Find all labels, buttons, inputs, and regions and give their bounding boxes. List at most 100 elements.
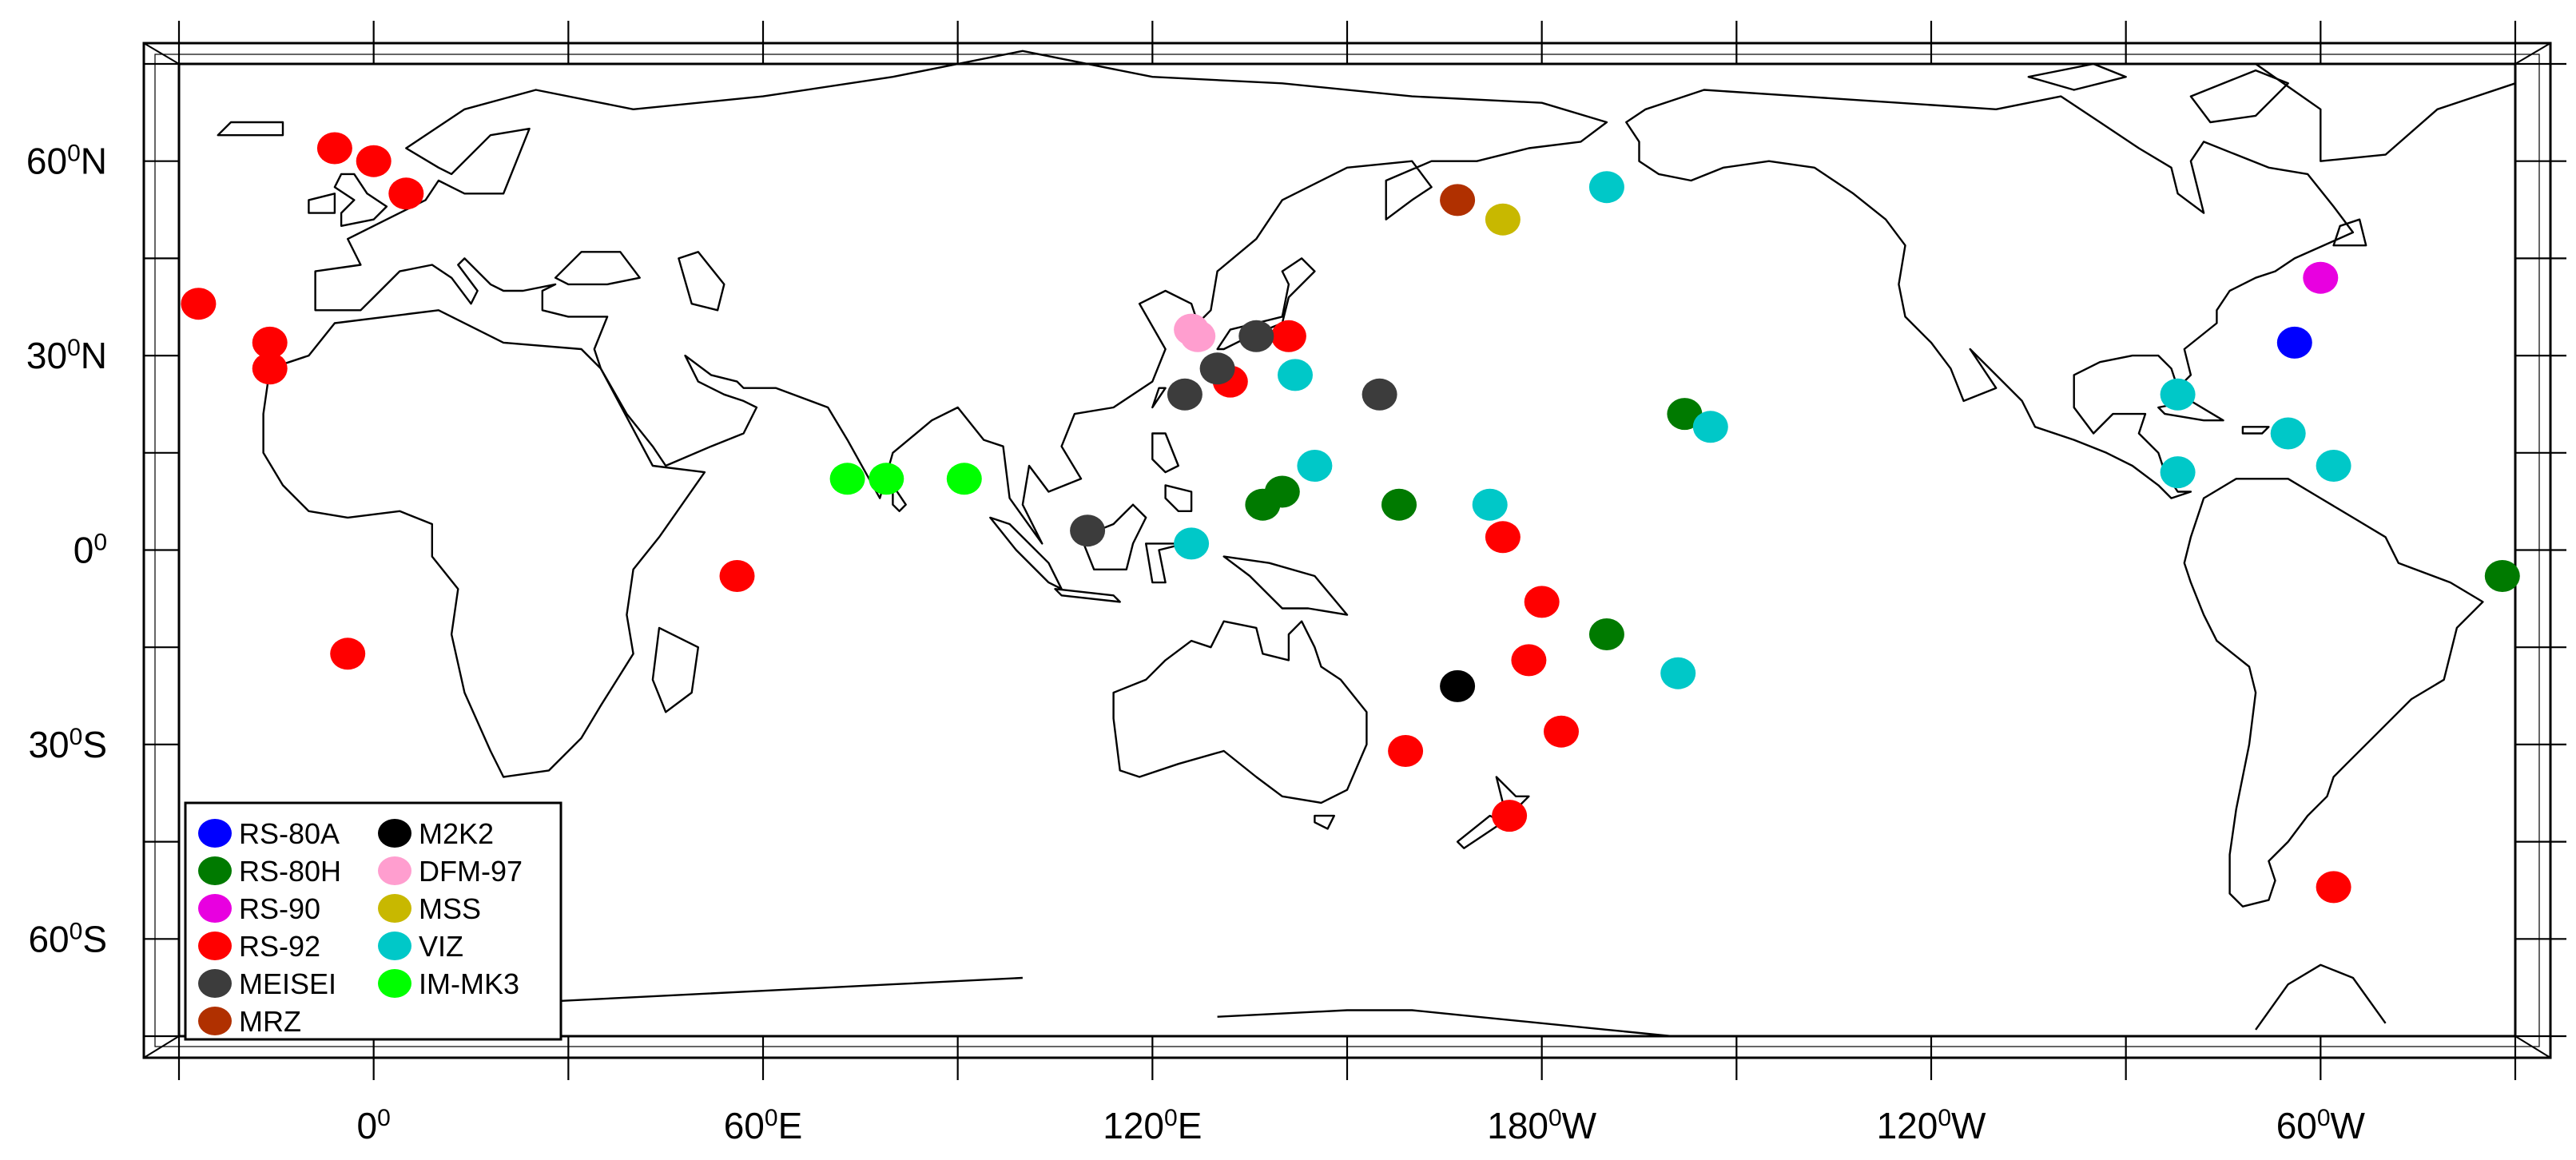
legend: RS-80A RS-80H RS-90 RS-92 MEISEI MRZ M2K2 DFM-9… bbox=[184, 801, 563, 1041]
longitude-tick-labels: 00 600E 1200E 1800W 1200W 600W bbox=[357, 1105, 2366, 1146]
station-marker-viz bbox=[1278, 359, 1313, 391]
station-marker-viz bbox=[1297, 450, 1333, 482]
longitude-tick-label: 1200W bbox=[1877, 1105, 1986, 1146]
legend-swatch-dfm-97 bbox=[378, 856, 411, 885]
station-marker-rs-92 bbox=[1511, 644, 1547, 677]
station-marker-viz bbox=[2316, 450, 2351, 482]
coastline-shape bbox=[2027, 62, 2127, 91]
coastline-shape bbox=[2241, 426, 2270, 435]
legend-swatch-im-mk3 bbox=[378, 969, 411, 998]
station-marker-rs-80h bbox=[1264, 475, 1300, 508]
station-marker-im-mk3 bbox=[946, 463, 982, 495]
longitude-tick-label: 1800W bbox=[1487, 1105, 1596, 1146]
legend-swatch-viz bbox=[378, 932, 411, 960]
legend-label-mrz: MRZ bbox=[239, 1005, 301, 1038]
station-marker-viz bbox=[1472, 488, 1508, 521]
coastline-shape bbox=[1217, 1009, 1672, 1038]
coastline-shape bbox=[1151, 432, 1179, 474]
coastline-shape bbox=[1151, 387, 1167, 409]
station-marker-viz bbox=[1588, 171, 1624, 204]
station-marker-meisei bbox=[1362, 378, 1397, 411]
longitude-tick-label: 600W bbox=[2276, 1105, 2366, 1146]
station-marker-viz bbox=[2160, 456, 2196, 489]
longitude-tick-label: 00 bbox=[357, 1105, 391, 1146]
station-marker-rs-92 bbox=[316, 132, 352, 165]
station-marker-meisei bbox=[1167, 378, 1203, 411]
coastlines bbox=[217, 50, 2517, 1038]
coastline-shape bbox=[217, 121, 284, 137]
coastline-shape bbox=[1164, 484, 1193, 512]
legend-swatch-mss bbox=[378, 894, 411, 923]
station-marker-rs-92 bbox=[330, 638, 366, 670]
station-marker-rs-92 bbox=[1492, 800, 1528, 832]
coastline-shape bbox=[2255, 963, 2387, 1031]
station-marker-rs-92 bbox=[356, 145, 392, 177]
station-marker-rs-80h bbox=[1381, 488, 1417, 521]
coastline-shape bbox=[2183, 478, 2484, 908]
station-marker-rs-92 bbox=[1544, 715, 1579, 748]
coastline-shape bbox=[1625, 89, 2355, 499]
station-markers bbox=[181, 132, 2520, 904]
legend-swatch-mrz bbox=[198, 1007, 232, 1035]
coastline-shape bbox=[308, 193, 336, 214]
legend-swatch-meisei bbox=[198, 969, 232, 998]
legend-label-rs-92: RS-92 bbox=[239, 930, 320, 963]
legend-swatch-m2k2 bbox=[378, 819, 411, 848]
legend-swatch-rs-92 bbox=[198, 932, 232, 960]
coastline-shape bbox=[314, 50, 1608, 545]
coastline-shape bbox=[2254, 62, 2517, 162]
coastline-shape bbox=[333, 173, 388, 227]
coastline-shape bbox=[1079, 503, 1147, 570]
station-marker-viz bbox=[2270, 417, 2306, 450]
legend-label-rs-80a: RS-80A bbox=[239, 817, 340, 850]
station-marker-rs-92 bbox=[252, 352, 288, 385]
coastline-shape bbox=[2189, 69, 2289, 124]
legend-label-m2k2: M2K2 bbox=[419, 817, 494, 850]
coastline-shape bbox=[1314, 814, 1335, 830]
coastline-shape bbox=[892, 484, 907, 512]
station-marker-rs-80h bbox=[1667, 398, 1703, 431]
latitude-tick-label: 600S bbox=[28, 918, 107, 959]
coastline-shape bbox=[262, 309, 706, 778]
legend-swatch-rs-80h bbox=[198, 856, 232, 885]
coastline-shape bbox=[651, 626, 699, 713]
station-marker-dfm-97 bbox=[1180, 320, 1216, 352]
latitude-tick-label: 00 bbox=[74, 530, 107, 571]
station-marker-m2k2 bbox=[1440, 669, 1476, 702]
longitude-tick-label: 1200E bbox=[1103, 1105, 1202, 1146]
station-marker-rs-92 bbox=[719, 560, 755, 592]
station-marker-viz bbox=[1174, 527, 1210, 560]
station-marker-rs-92 bbox=[2316, 871, 2351, 904]
latitude-tick-label: 600N bbox=[26, 141, 107, 182]
station-marker-rs-92 bbox=[1270, 320, 1306, 352]
station-marker-viz bbox=[2160, 378, 2196, 411]
station-marker-meisei bbox=[1070, 514, 1106, 547]
station-marker-rs-80h bbox=[1588, 618, 1624, 650]
coastline-shape bbox=[678, 251, 725, 312]
coastline-shape bbox=[554, 251, 641, 286]
legend-label-viz: VIZ bbox=[419, 930, 463, 963]
legend-label-rs-90: RS-90 bbox=[239, 892, 320, 925]
station-marker-rs-92 bbox=[252, 326, 288, 359]
station-marker-rs-92 bbox=[181, 288, 217, 320]
coastline-shape bbox=[1054, 588, 1121, 603]
latitude-tick-labels: 600N 300N 00 300S 600S bbox=[26, 141, 107, 960]
station-marker-im-mk3 bbox=[869, 463, 904, 495]
station-marker-rs-92 bbox=[388, 177, 424, 210]
longitude-tick-label: 600E bbox=[724, 1105, 803, 1146]
station-marker-rs-92 bbox=[1524, 586, 1560, 618]
station-marker-rs-80h bbox=[2484, 560, 2520, 592]
station-marker-viz bbox=[1660, 657, 1696, 689]
legend-label-meisei: MEISEI bbox=[239, 967, 336, 1000]
coastline-shape bbox=[1222, 555, 1349, 616]
station-marker-im-mk3 bbox=[829, 463, 865, 495]
legend-swatch-rs-80a bbox=[198, 819, 232, 848]
station-marker-mrz bbox=[1440, 184, 1476, 217]
station-marker-rs-90 bbox=[2303, 261, 2339, 294]
legend-label-rs-80h: RS-80H bbox=[239, 855, 341, 888]
legend-label-mss: MSS bbox=[419, 892, 481, 925]
station-marker-mss bbox=[1485, 203, 1521, 236]
station-marker-rs-92 bbox=[1485, 521, 1521, 554]
latitude-tick-label: 300S bbox=[28, 724, 107, 765]
